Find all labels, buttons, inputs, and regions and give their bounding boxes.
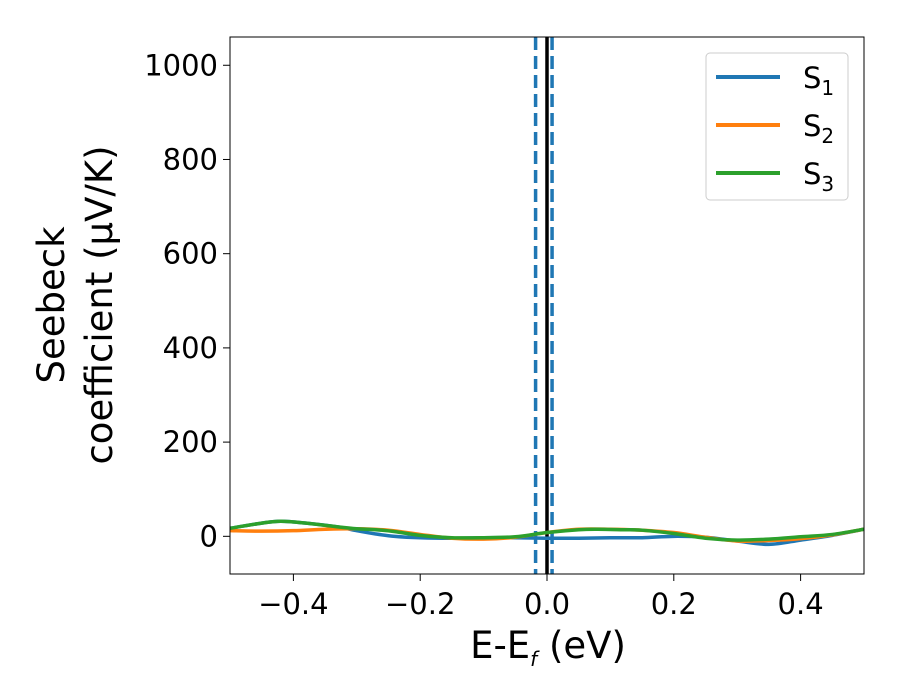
- y-tick-label: 400: [163, 331, 218, 365]
- legend-label-s2: S2: [803, 109, 834, 148]
- legend-label-s3: S3: [803, 157, 834, 196]
- x-tick-label: 0.4: [778, 587, 824, 621]
- y-tick-label: 600: [163, 237, 218, 271]
- reference-lines: [533, 37, 554, 574]
- x-axis-label: E-Ef (eV): [470, 624, 626, 671]
- y-axis-label: Seebeck coefficient (μV/K): [30, 145, 121, 464]
- x-axis-ticks: −0.4 −0.2 0.0 0.2 0.4: [258, 574, 824, 621]
- y-tick-label: 0: [200, 519, 218, 553]
- y-axis-ticks: 0 200 400 600 800 1000: [144, 48, 230, 553]
- y-tick-label: 800: [163, 142, 218, 176]
- y-tick-label: 200: [163, 425, 218, 459]
- y-tick-label: 1000: [144, 48, 218, 82]
- legend: S1 S2 S3: [705, 52, 849, 201]
- y-axis-label-line1: Seebeck: [30, 226, 73, 384]
- series-lines: [230, 519, 864, 547]
- x-tick-label: 0.2: [651, 587, 697, 621]
- x-tick-label: −0.2: [385, 587, 455, 621]
- y-axis-label-line2: coefficient (μV/K): [78, 145, 121, 464]
- x-tick-label: −0.4: [258, 587, 328, 621]
- legend-label-s1: S1: [803, 61, 834, 100]
- x-tick-label: 0.0: [524, 587, 570, 621]
- series-line-s3: [230, 519, 864, 542]
